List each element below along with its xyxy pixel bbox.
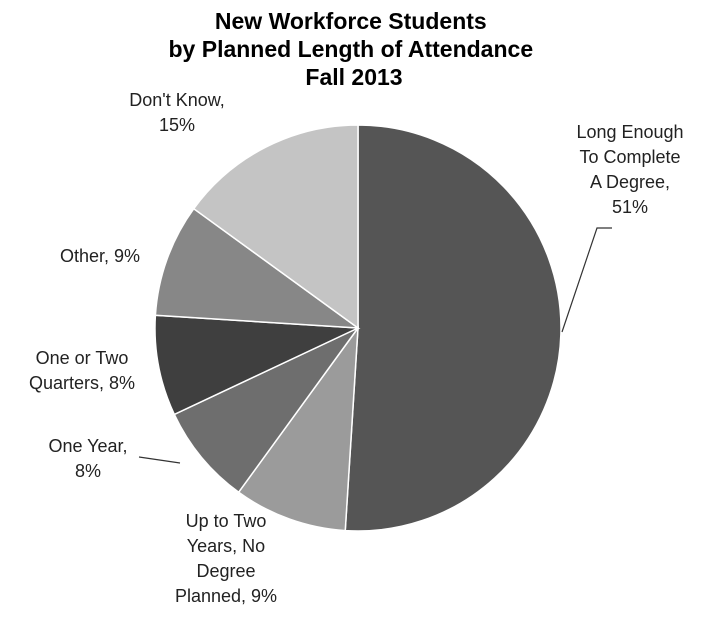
pie-slice-4 (154, 207, 361, 329)
pie-slice-0 (344, 124, 562, 532)
chart-title-line-1: New Workforce Students (215, 8, 487, 34)
chart-title-line-2: by Planned Length of Attendance (169, 36, 534, 62)
slice-label-3-line-0: One or Two (36, 348, 129, 368)
slice-label-2: One Year, 8% (48, 436, 127, 481)
slice-label-0-line-3: 51% (612, 197, 648, 217)
slice-label-3-line-1: Quarters, 8% (29, 373, 135, 393)
slice-label-5: Don't Know, 15% (129, 90, 225, 135)
slice-label-1-line-1: Years, No (187, 536, 265, 556)
slice-label-5-line-0: Don't Know, (129, 90, 225, 110)
pie-slice-5 (192, 124, 359, 330)
slice-label-1-line-3: Planned, 9% (175, 586, 277, 606)
slice-label-5-line-1: 15% (159, 115, 195, 135)
leader-lines (138, 227, 612, 464)
slice-label-4: Other, 9% (60, 246, 140, 266)
slice-label-1-line-0: Up to Two (186, 511, 267, 531)
slice-label-0-line-1: To Complete (579, 147, 680, 167)
slice-label-2-line-1: 8% (75, 461, 101, 481)
slice-label-0-line-2: A Degree, (590, 172, 670, 192)
pie-slice-1 (237, 325, 359, 532)
slice-label-4-line-0: Other, 9% (60, 246, 140, 266)
pie-slices (154, 124, 562, 532)
pie-slice-2 (173, 327, 359, 494)
leader-line-2 (138, 456, 181, 464)
slice-label-0: Long Enough To Complete A Degree, 51% (576, 122, 683, 217)
slice-label-3: One or Two Quarters, 8% (29, 348, 135, 393)
slice-label-1-line-2: Degree (196, 561, 255, 581)
chart-title-line-3: Fall 2013 (305, 64, 402, 90)
leader-line-0 (561, 227, 612, 333)
chart-title: New Workforce Students by Planned Length… (169, 8, 540, 90)
slice-label-2-line-0: One Year, (48, 436, 127, 456)
pie-slice-3 (154, 314, 359, 416)
slice-label-0-line-0: Long Enough (576, 122, 683, 142)
slice-label-1: Up to Two Years, No Degree Planned, 9% (175, 511, 277, 606)
slice-labels: Long Enough To Complete A Degree, 51% Up to … (29, 90, 684, 606)
